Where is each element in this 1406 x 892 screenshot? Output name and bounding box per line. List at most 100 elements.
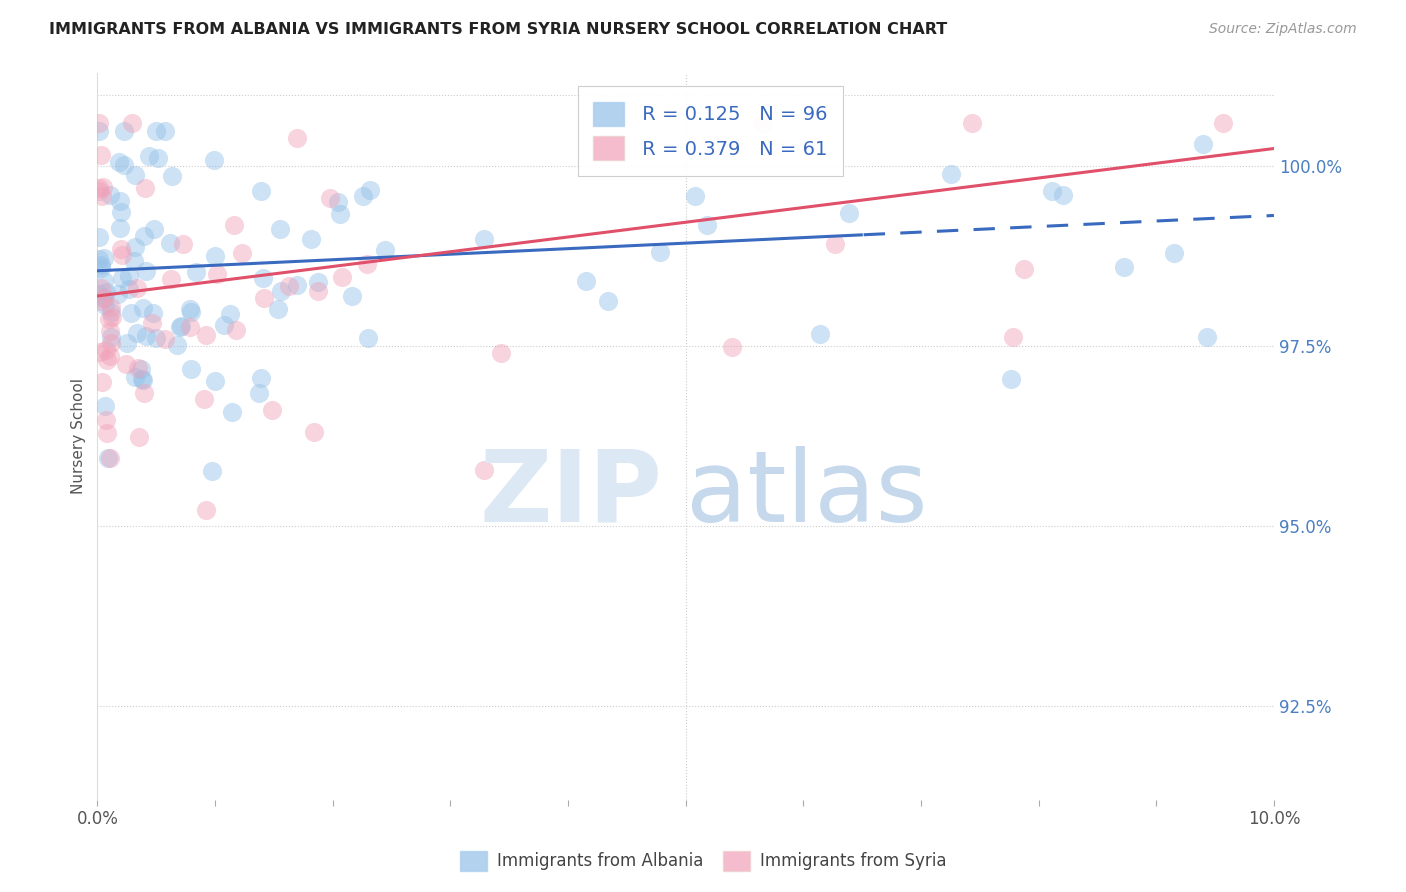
Point [90,281,112,295]
Point [94,285,117,299]
Point [128,430,150,444]
Point [1192,136,1215,151]
Point [141,316,163,330]
Point [222,218,245,232]
Point [96,352,118,367]
Point [91,375,114,389]
Point [193,392,215,406]
Point [250,371,273,385]
Point [939,167,962,181]
Point [87,184,110,198]
Point [231,246,253,260]
Point [194,503,217,517]
Point [1212,116,1234,130]
Point [87,252,110,267]
Point [650,244,672,259]
Point [120,306,142,320]
Point [960,116,983,130]
Point [93,291,115,305]
Point [184,265,207,279]
Point [132,301,155,315]
Point [100,310,122,325]
Point [207,268,229,282]
Point [1040,184,1063,198]
Point [575,274,598,288]
Point [180,361,202,376]
Point [269,221,291,235]
Point [319,191,342,205]
Point [121,116,143,130]
Point [824,236,846,251]
Point [1112,260,1135,274]
Legend: Immigrants from Albania, Immigrants from Syria: Immigrants from Albania, Immigrants from… [451,842,955,880]
Point [204,249,226,263]
Point [267,302,290,317]
Point [90,189,112,203]
Point [115,357,138,371]
Point [202,153,225,167]
Point [172,237,194,252]
Point [110,205,132,219]
Point [252,291,274,305]
Point [90,293,112,308]
Point [135,264,157,278]
Point [252,271,274,285]
Text: atlas: atlas [686,446,928,543]
Point [155,123,177,137]
Point [752,116,775,130]
Point [145,331,167,345]
Point [93,298,115,312]
Point [90,259,112,273]
Point [329,206,352,220]
Point [118,282,141,296]
Point [1012,261,1035,276]
Point [159,235,181,250]
Point [160,272,183,286]
Point [124,369,146,384]
Point [94,399,117,413]
Legend:  R = 0.125   N = 96,  R = 0.379   N = 61: R = 0.125 N = 96, R = 0.379 N = 61 [578,87,844,176]
Point [100,301,122,315]
Point [135,329,157,343]
Point [278,279,301,293]
Point [124,239,146,253]
Point [146,151,169,165]
Point [221,405,243,419]
Point [98,188,121,202]
Point [87,230,110,244]
Point [112,123,135,137]
Point [201,464,224,478]
Point [108,220,131,235]
Point [307,275,329,289]
Point [683,189,706,203]
Point [143,221,166,235]
Point [285,278,308,293]
Point [166,338,188,352]
Point [1002,329,1025,343]
Point [330,270,353,285]
Point [107,286,129,301]
Point [115,336,138,351]
Text: ZIP: ZIP [479,446,662,543]
Point [90,148,112,162]
Point [98,349,121,363]
Text: Source: ZipAtlas.com: Source: ZipAtlas.com [1209,22,1357,37]
Point [359,184,381,198]
Point [491,346,513,360]
Point [91,179,114,194]
Point [90,260,112,275]
Point [96,426,118,441]
Point [100,336,122,351]
Point [100,329,122,343]
Point [304,425,326,440]
Point [96,343,118,357]
Point [356,257,378,271]
Point [180,305,202,319]
Point [87,181,110,195]
Point [1052,188,1074,202]
Point [124,168,146,182]
Point [142,306,165,320]
Point [153,332,176,346]
Point [132,374,155,388]
Point [598,293,620,308]
